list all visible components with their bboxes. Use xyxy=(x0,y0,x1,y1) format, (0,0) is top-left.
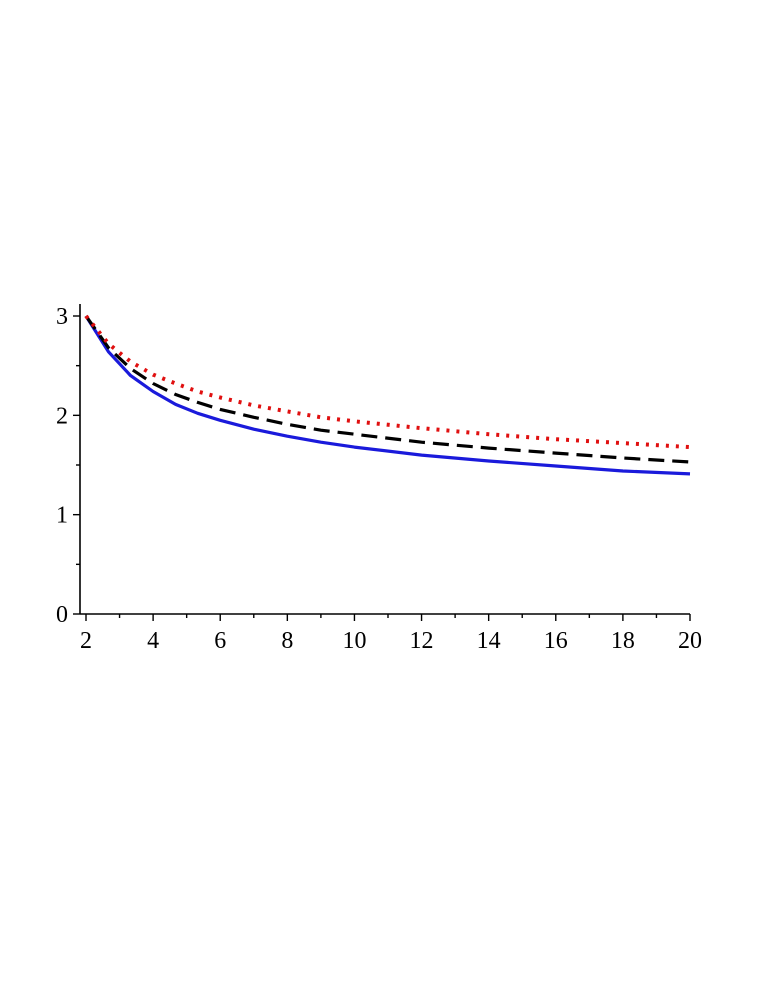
series-line-3-dotted xyxy=(84,314,691,450)
x-tick-label: 14 xyxy=(477,628,501,654)
x-tick-label: 2 xyxy=(80,628,92,654)
x-tick-label: 12 xyxy=(410,628,434,654)
series-line-1-solid xyxy=(84,315,691,476)
x-tick-label: 4 xyxy=(147,628,159,654)
y-tick-label: 0 xyxy=(56,602,68,628)
y-tick-label: 3 xyxy=(56,304,68,330)
x-tick-label: 10 xyxy=(342,628,366,654)
y-tick-label: 1 xyxy=(56,503,68,529)
x-tick-label: 18 xyxy=(611,628,635,654)
y-tick-label: 2 xyxy=(56,403,68,429)
series-layer xyxy=(84,314,691,476)
x-tick-label: 6 xyxy=(214,628,226,654)
x-tick-label: 8 xyxy=(281,628,293,654)
x-tick-label: 16 xyxy=(544,628,568,654)
x-tick-label: 20 xyxy=(678,628,702,654)
series-line-2-dashed xyxy=(84,315,691,464)
